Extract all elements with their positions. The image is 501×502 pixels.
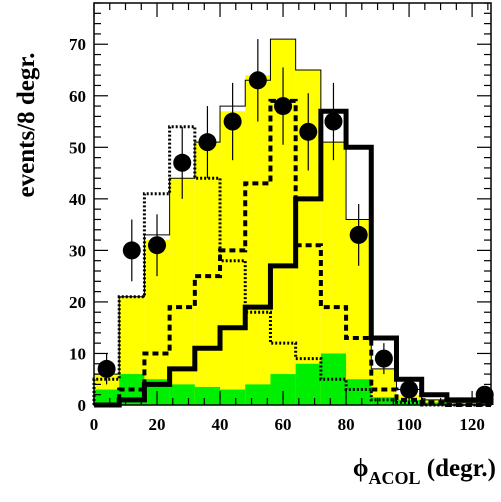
bar-filled-green bbox=[94, 389, 120, 405]
x-tick-label: 20 bbox=[149, 415, 166, 434]
histogram-line-layer bbox=[92, 38, 494, 408]
data-point bbox=[349, 225, 368, 244]
y-tick-label: 30 bbox=[69, 241, 86, 260]
x-tick-label: 0 bbox=[90, 415, 99, 434]
data-point bbox=[324, 112, 343, 131]
data-point bbox=[173, 153, 192, 172]
bar-filled-green bbox=[194, 386, 221, 405]
data-point bbox=[248, 71, 267, 90]
y-tick-label: 10 bbox=[69, 344, 86, 363]
bar-filled-green bbox=[346, 379, 372, 405]
series-line-dotted bbox=[92, 125, 491, 407]
y-tick-label: 0 bbox=[78, 396, 87, 415]
x-axis-symbol: ϕ bbox=[353, 455, 369, 482]
data-point bbox=[223, 112, 242, 131]
tick-labels-layer: 0 20 40 60 80 100 120 0 10 20 30 40 50 60 70 bbox=[69, 35, 485, 434]
y-tick-label: 70 bbox=[69, 35, 86, 54]
series-dashed bbox=[94, 98, 491, 407]
data-point bbox=[198, 133, 217, 152]
bar-filled-yellow-total bbox=[194, 142, 221, 405]
series-line-thick-solid bbox=[94, 108, 494, 408]
bar-filled-green bbox=[295, 363, 321, 405]
data-point bbox=[299, 122, 318, 141]
bar-filled-green bbox=[245, 384, 271, 405]
axes-layer bbox=[93, 2, 492, 406]
bar-filled-green bbox=[220, 389, 246, 405]
y-tick-label: 50 bbox=[69, 138, 86, 157]
x-axis-subscript: ACOL bbox=[369, 468, 421, 488]
data-point bbox=[122, 241, 141, 260]
data-point bbox=[97, 359, 116, 378]
histogram-fill-layer bbox=[94, 39, 491, 406]
series-thick-solid bbox=[94, 108, 494, 408]
plot-frame bbox=[93, 2, 492, 406]
y-tick-label: 20 bbox=[69, 293, 86, 312]
y-axis-title: events/8 degr. bbox=[13, 53, 40, 198]
data-point bbox=[274, 97, 293, 116]
data-point bbox=[148, 236, 167, 255]
x-tick-label: 40 bbox=[212, 415, 229, 434]
x-tick-label: 120 bbox=[459, 415, 485, 434]
x-tick-label: 60 bbox=[275, 415, 292, 434]
bar-filled-yellow-total bbox=[245, 75, 271, 406]
y-tick-label: 60 bbox=[69, 87, 86, 106]
x-axis-title: ϕACOL (degr.) bbox=[353, 455, 496, 488]
data-point bbox=[374, 349, 393, 368]
y-tick-label: 40 bbox=[69, 190, 86, 209]
x-axis-unit: (degr.) bbox=[427, 455, 496, 482]
bar-filled-green bbox=[169, 384, 195, 405]
x-tick-label: 100 bbox=[396, 415, 422, 434]
series-line-dashed bbox=[94, 98, 491, 407]
series-dotted bbox=[92, 125, 491, 407]
series-filled-yellow-total bbox=[94, 39, 491, 406]
x-tick-label: 80 bbox=[338, 415, 355, 434]
data-point bbox=[400, 380, 419, 399]
